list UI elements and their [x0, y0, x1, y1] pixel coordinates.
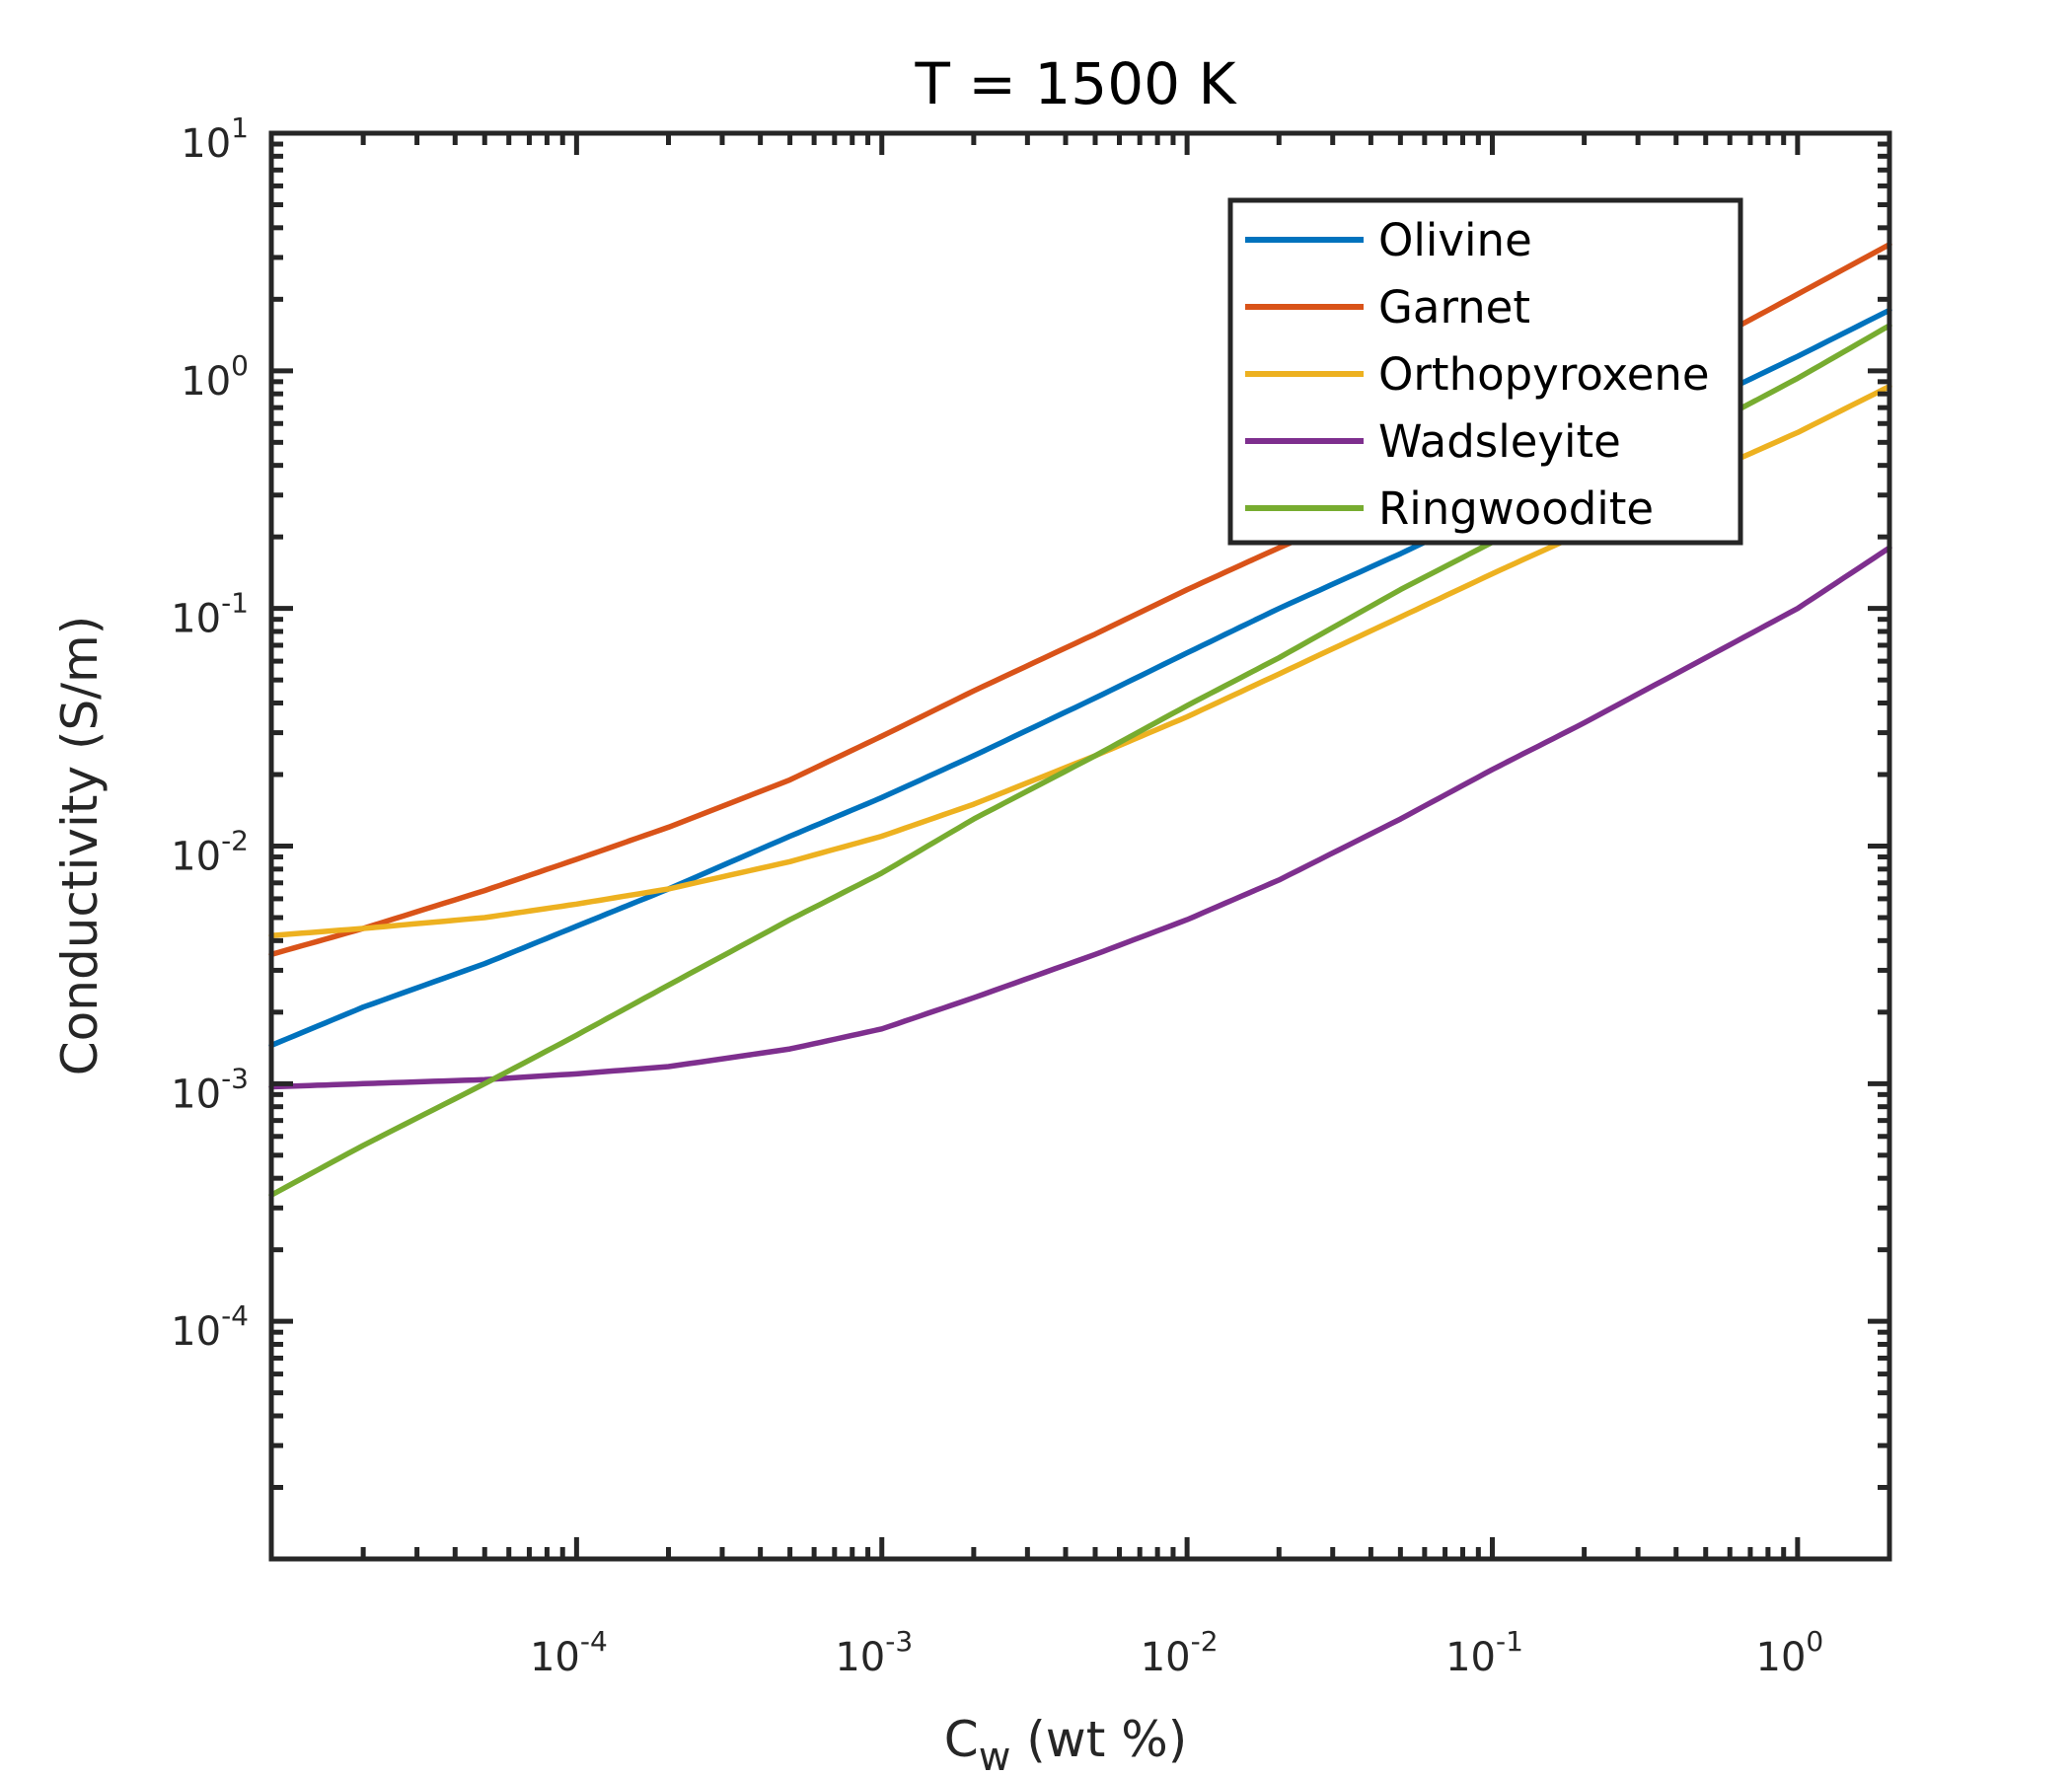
- legend-label-ringwoodite: Ringwoodite: [1378, 482, 1654, 535]
- y-tick-label: 101: [181, 111, 249, 167]
- x-axis-label: Cw (wt %): [944, 1711, 1187, 1776]
- x-axis-label-suffix: (wt %): [1010, 1711, 1187, 1768]
- y-tick-label: 10-1: [171, 587, 249, 642]
- chart-title: T = 1500 K: [915, 50, 1238, 117]
- y-tick-labels: 101 100 10-1 10-2 10-3 10-4: [171, 111, 249, 1355]
- legend-items: Olivine Garnet Orthopyroxene Wadsleyite Ring…: [1245, 214, 1710, 535]
- y-tick-label: 10-3: [171, 1062, 249, 1117]
- y-tick-label: 10-2: [171, 825, 249, 880]
- x-axis-label-subscript: w: [979, 1735, 1011, 1776]
- x-tick-label: 10-3: [835, 1625, 913, 1680]
- x-axis-label-main: C: [944, 1711, 979, 1768]
- legend-label-garnet: Garnet: [1378, 281, 1530, 333]
- legend-label-orthopyroxene: Orthopyroxene: [1378, 348, 1710, 401]
- x-tick-label: 100: [1756, 1625, 1824, 1680]
- x-tick-label: 10-1: [1445, 1625, 1523, 1680]
- x-tick-label: 10-4: [530, 1625, 608, 1680]
- legend: Olivine Garnet Orthopyroxene Wadsleyite Ring…: [1227, 197, 1743, 546]
- legend-label-olivine: Olivine: [1378, 214, 1532, 266]
- y-tick-label: 10-4: [171, 1299, 249, 1355]
- legend-label-wadsleyite: Wadsleyite: [1378, 415, 1621, 468]
- axes-frame: [268, 130, 1892, 1562]
- x-tick-labels: 10-4 10-3 10-2 10-1 100: [530, 1625, 1823, 1680]
- plot-area: [268, 130, 1892, 1562]
- y-axis-label: Conductivity (S/m): [51, 616, 109, 1075]
- x-tick-label: 10-2: [1141, 1625, 1219, 1680]
- series-line-wadsleyite: [268, 545, 1892, 1090]
- y-tick-label: 100: [181, 349, 249, 405]
